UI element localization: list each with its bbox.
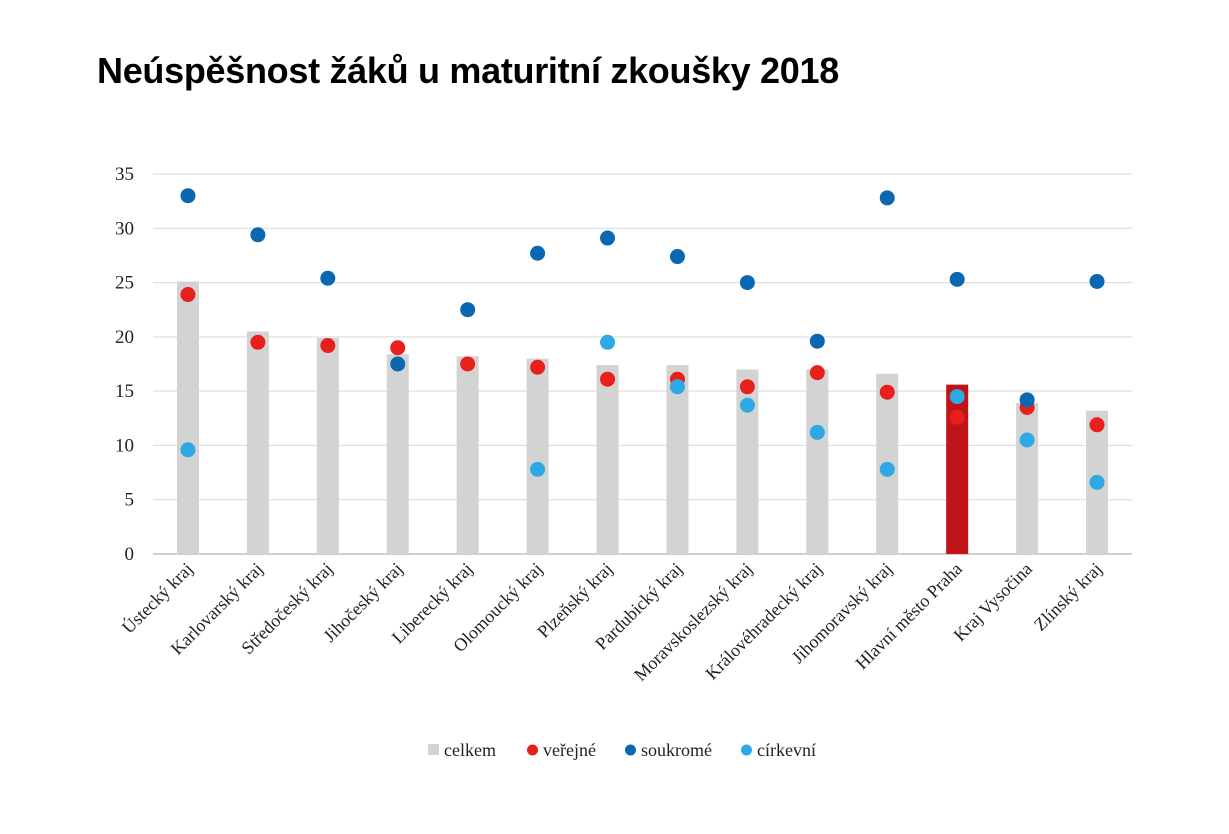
dot-verejne-ustecky-kraj — [180, 287, 196, 303]
bar-stredocesky-kraj — [316, 337, 339, 554]
dot-soukrome-jihocesky-kraj — [390, 356, 406, 372]
dot-soukrome-ustecky-kraj — [180, 188, 196, 204]
dot-soukrome-pardubicky-kraj — [669, 249, 685, 265]
dot-soukrome-liberecky-kraj — [460, 302, 476, 318]
bar-moravskoslezsky-kraj — [736, 369, 759, 554]
dot-verejne-plzensky-kraj — [600, 371, 616, 387]
dot-cirkevni-jihomoravsky-kraj — [879, 461, 895, 477]
dot-verejne-hlavni-mesto-praha — [949, 409, 965, 425]
legend: celkem veřejné soukromé církevní — [428, 740, 816, 760]
dot-soukrome-karlovarsky-kraj — [250, 227, 266, 243]
legend-label-cirkevni: církevní — [757, 740, 816, 760]
dot-verejne-liberecky-kraj — [460, 356, 476, 372]
bar-kralovehradecky-kraj — [806, 369, 829, 554]
dot-verejne-karlovarsky-kraj — [250, 334, 266, 350]
dot-cirkevni-zlinsky-kraj — [1089, 474, 1105, 490]
dot-soukrome-plzensky-kraj — [600, 230, 616, 246]
legend-label-celkem: celkem — [444, 740, 496, 760]
dot-verejne-jihocesky-kraj — [390, 340, 406, 356]
y-tick-label: 5 — [125, 490, 135, 511]
dot-cirkevni-ustecky-kraj — [180, 442, 196, 458]
y-tick-label: 10 — [115, 435, 134, 456]
dot-verejne-moravskoslezsky-kraj — [739, 379, 755, 395]
y-tick-label: 30 — [115, 218, 134, 239]
chart-title: Neúspěšnost žáků u maturitní zkoušky 201… — [97, 50, 839, 91]
bar-ustecky-kraj — [176, 281, 199, 554]
legend-swatch-soukrome — [625, 744, 636, 756]
legend-label-soukrome: soukromé — [641, 740, 712, 760]
dot-verejne-olomoucky-kraj — [530, 359, 546, 375]
dot-soukrome-kraj-vysocina — [1019, 392, 1035, 408]
dot-soukrome-jihomoravsky-kraj — [879, 190, 895, 206]
dot-cirkevni-pardubicky-kraj — [669, 379, 685, 395]
legend-swatch-cirkevni — [741, 744, 752, 756]
y-tick-label: 0 — [125, 544, 135, 565]
dot-cirkevni-kraj-vysocina — [1019, 432, 1035, 448]
y-tick-label: 15 — [115, 381, 134, 402]
dot-soukrome-moravskoslezsky-kraj — [739, 275, 755, 291]
y-tick-label: 20 — [115, 327, 134, 348]
dot-soukrome-kralovehradecky-kraj — [809, 333, 825, 349]
bar-hlavni-mesto-praha — [946, 384, 969, 554]
legend-label-verejne: veřejné — [543, 740, 596, 760]
dot-cirkevni-olomoucky-kraj — [530, 461, 546, 477]
bar-pardubicky-kraj — [666, 365, 689, 554]
dot-verejne-jihomoravsky-kraj — [879, 384, 895, 400]
dots — [180, 188, 1105, 490]
y-axis-ticks: 0 5 10 15 20 25 30 35 — [115, 164, 134, 565]
dot-soukrome-stredocesky-kraj — [320, 270, 336, 286]
x-tick-label: Moravskoslezský kraj — [630, 559, 756, 685]
y-tick-label: 35 — [115, 164, 134, 185]
bar-jihocesky-kraj — [386, 354, 409, 554]
dot-soukrome-olomoucky-kraj — [530, 245, 546, 261]
bar-plzensky-kraj — [596, 365, 619, 554]
y-tick-label: 25 — [115, 273, 134, 294]
dot-cirkevni-hlavni-mesto-praha — [949, 389, 965, 405]
bars — [176, 281, 1109, 554]
x-tick-label: Zlínský kraj — [1030, 559, 1106, 635]
dot-verejne-kralovehradecky-kraj — [809, 365, 825, 381]
gridlines — [153, 173, 1132, 555]
dot-soukrome-zlinsky-kraj — [1089, 273, 1105, 289]
bar-karlovarsky-kraj — [246, 331, 269, 554]
dot-cirkevni-kralovehradecky-kraj — [809, 424, 825, 440]
dot-verejne-stredocesky-kraj — [320, 338, 336, 354]
bar-kraj-vysocina — [1016, 403, 1039, 554]
legend-swatch-verejne — [527, 744, 538, 756]
dot-cirkevni-moravskoslezsky-kraj — [739, 397, 755, 413]
legend-swatch-celkem — [428, 744, 439, 755]
dot-cirkevni-plzensky-kraj — [600, 334, 616, 350]
bar-liberecky-kraj — [456, 356, 479, 554]
dot-verejne-zlinsky-kraj — [1089, 417, 1105, 433]
dot-soukrome-hlavni-mesto-praha — [949, 271, 965, 287]
x-tick-label: Královéhradecký kraj — [701, 559, 826, 684]
bar-olomoucky-kraj — [526, 358, 549, 554]
